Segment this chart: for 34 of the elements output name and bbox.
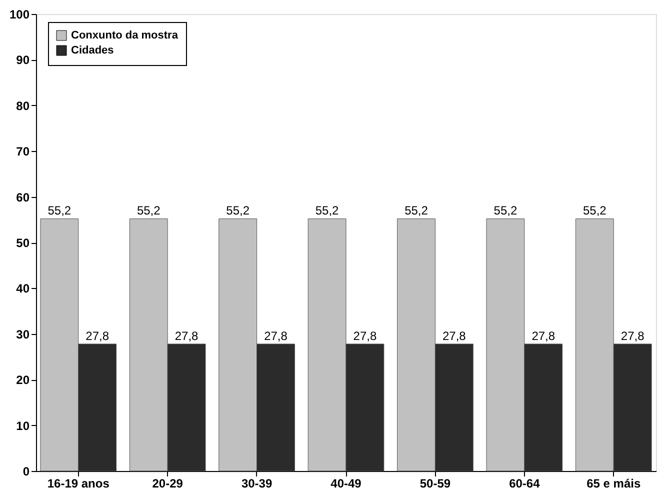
data-label: 27,8 xyxy=(86,328,110,343)
y-tick-label: 80 xyxy=(16,98,30,113)
data-label: 55,2 xyxy=(404,204,428,218)
data-label: 55,2 xyxy=(494,204,518,218)
y-tick-label: 100 xyxy=(9,8,30,22)
y-tick-label: 60 xyxy=(16,190,30,204)
x-tick-label: 50-59 xyxy=(420,476,451,490)
y-tick-label: 20 xyxy=(16,373,30,388)
y-tick-label: 30 xyxy=(16,327,30,342)
x-tick-label: 60-64 xyxy=(509,476,540,490)
data-label: 55,2 xyxy=(315,204,340,218)
data-label: 55,2 xyxy=(136,204,161,218)
legend-label: Conxunto da mostra xyxy=(71,30,179,42)
y-tick-label: 0 xyxy=(22,464,30,478)
data-label: 55,2 xyxy=(226,204,250,218)
y-tick-label: 50 xyxy=(16,236,30,250)
y-tick-label: 40 xyxy=(16,282,30,296)
data-label: 27,8 xyxy=(442,328,466,343)
y-tick-label: 10 xyxy=(16,418,30,433)
x-tick-label: 20-29 xyxy=(152,476,184,490)
data-label: 27,8 xyxy=(620,328,645,343)
data-label: 27,8 xyxy=(532,328,556,343)
legend-label: Cidades xyxy=(71,44,114,56)
x-tick-label: 65 e máis xyxy=(586,476,641,490)
y-tick-label: 70 xyxy=(16,144,30,159)
data-label: 27,8 xyxy=(174,328,199,343)
x-tick-label: 16-19 anos xyxy=(47,476,110,490)
x-tick-label: 40-49 xyxy=(330,476,362,490)
data-label: 55,2 xyxy=(48,204,72,218)
x-tick-label: 30-39 xyxy=(241,476,272,490)
y-tick-label: 90 xyxy=(16,53,30,68)
data-label: 55,2 xyxy=(582,204,607,218)
data-label: 27,8 xyxy=(353,328,377,343)
data-label: 27,8 xyxy=(264,328,288,343)
